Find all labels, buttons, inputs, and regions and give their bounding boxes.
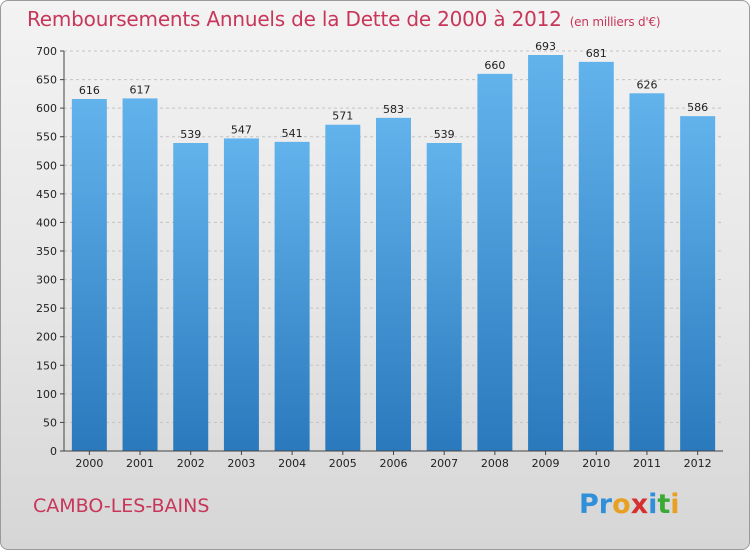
bar xyxy=(680,116,716,452)
logo-letter: t xyxy=(657,489,671,520)
x-tick-label: 2000 xyxy=(75,457,103,470)
y-tick-label: 200 xyxy=(36,331,57,344)
y-tick-label: 300 xyxy=(36,274,57,287)
y-tick-label: 600 xyxy=(36,102,57,115)
logo-letter: i xyxy=(648,489,658,520)
bar-value-label: 660 xyxy=(484,59,505,72)
logo-letter: i xyxy=(670,489,680,520)
y-tick-label: 400 xyxy=(36,216,57,229)
bar xyxy=(376,117,411,451)
y-tick-label: 500 xyxy=(36,159,57,172)
x-tick-label: 2003 xyxy=(227,457,255,470)
x-tick-label: 2010 xyxy=(582,457,610,470)
bar-value-label: 571 xyxy=(332,110,353,123)
bar xyxy=(122,98,158,451)
x-tick-label: 2002 xyxy=(177,457,205,470)
logo-letter: o xyxy=(612,489,631,520)
commune-name: CAMBO-LES-BAINS xyxy=(33,495,210,517)
labels: 0 50 100 150 200 250 300 350 400 450 500 550 600 650 7… xyxy=(36,40,712,470)
bar xyxy=(274,141,310,451)
bar-value-label: 693 xyxy=(535,40,556,53)
logo-letter: P xyxy=(579,489,599,520)
proxiti-logo: Proxiti xyxy=(579,489,680,520)
bar xyxy=(578,61,614,451)
x-tick-label: 2001 xyxy=(126,457,154,470)
bar xyxy=(477,73,513,451)
bar-value-label: 681 xyxy=(586,47,607,60)
y-tick-label: 0 xyxy=(50,445,57,458)
y-tick-label: 700 xyxy=(36,45,57,58)
bar xyxy=(629,93,665,452)
y-tick-label: 650 xyxy=(36,74,57,87)
x-tick-label: 2004 xyxy=(278,457,306,470)
y-tick-label: 350 xyxy=(36,245,57,258)
bar xyxy=(325,124,361,451)
bar-value-label: 616 xyxy=(79,84,100,97)
bar-value-label: 539 xyxy=(434,128,455,141)
bar-value-label: 539 xyxy=(180,128,201,141)
x-tick-label: 2008 xyxy=(481,457,509,470)
bar-value-label: 583 xyxy=(383,103,404,116)
bar xyxy=(223,138,259,451)
chart-title-text: Remboursements Annuels de la Dette de 20… xyxy=(27,7,562,31)
x-tick-label: 2009 xyxy=(532,457,560,470)
y-tick-label: 150 xyxy=(36,359,57,372)
bar-value-label: 586 xyxy=(687,101,708,114)
bar-value-label: 541 xyxy=(282,127,303,140)
axes xyxy=(60,50,723,455)
bar xyxy=(528,55,564,451)
x-tick-label: 2011 xyxy=(633,457,661,470)
logo-letter: r xyxy=(598,489,613,520)
bar xyxy=(173,143,209,451)
bar-value-label: 547 xyxy=(231,123,252,136)
x-tick-label: 2007 xyxy=(430,457,458,470)
unit-note: (en milliers d'€) xyxy=(569,15,661,29)
x-tick-label: 2006 xyxy=(380,457,408,470)
bar xyxy=(426,143,462,451)
bar-value-label: 617 xyxy=(130,83,151,96)
y-tick-label: 100 xyxy=(36,388,57,401)
y-tick-label: 50 xyxy=(43,416,57,429)
x-tick-label: 2005 xyxy=(329,457,357,470)
y-tick-label: 550 xyxy=(36,131,57,144)
bars xyxy=(71,55,716,452)
chart-title: Remboursements Annuels de la Dette de 20… xyxy=(27,7,661,31)
bar xyxy=(71,99,107,451)
logo-letter: x xyxy=(630,489,649,520)
bar-value-label: 626 xyxy=(636,78,657,91)
x-tick-label: 2012 xyxy=(684,457,712,470)
y-tick-label: 450 xyxy=(36,188,57,201)
y-tick-label: 250 xyxy=(36,302,57,315)
